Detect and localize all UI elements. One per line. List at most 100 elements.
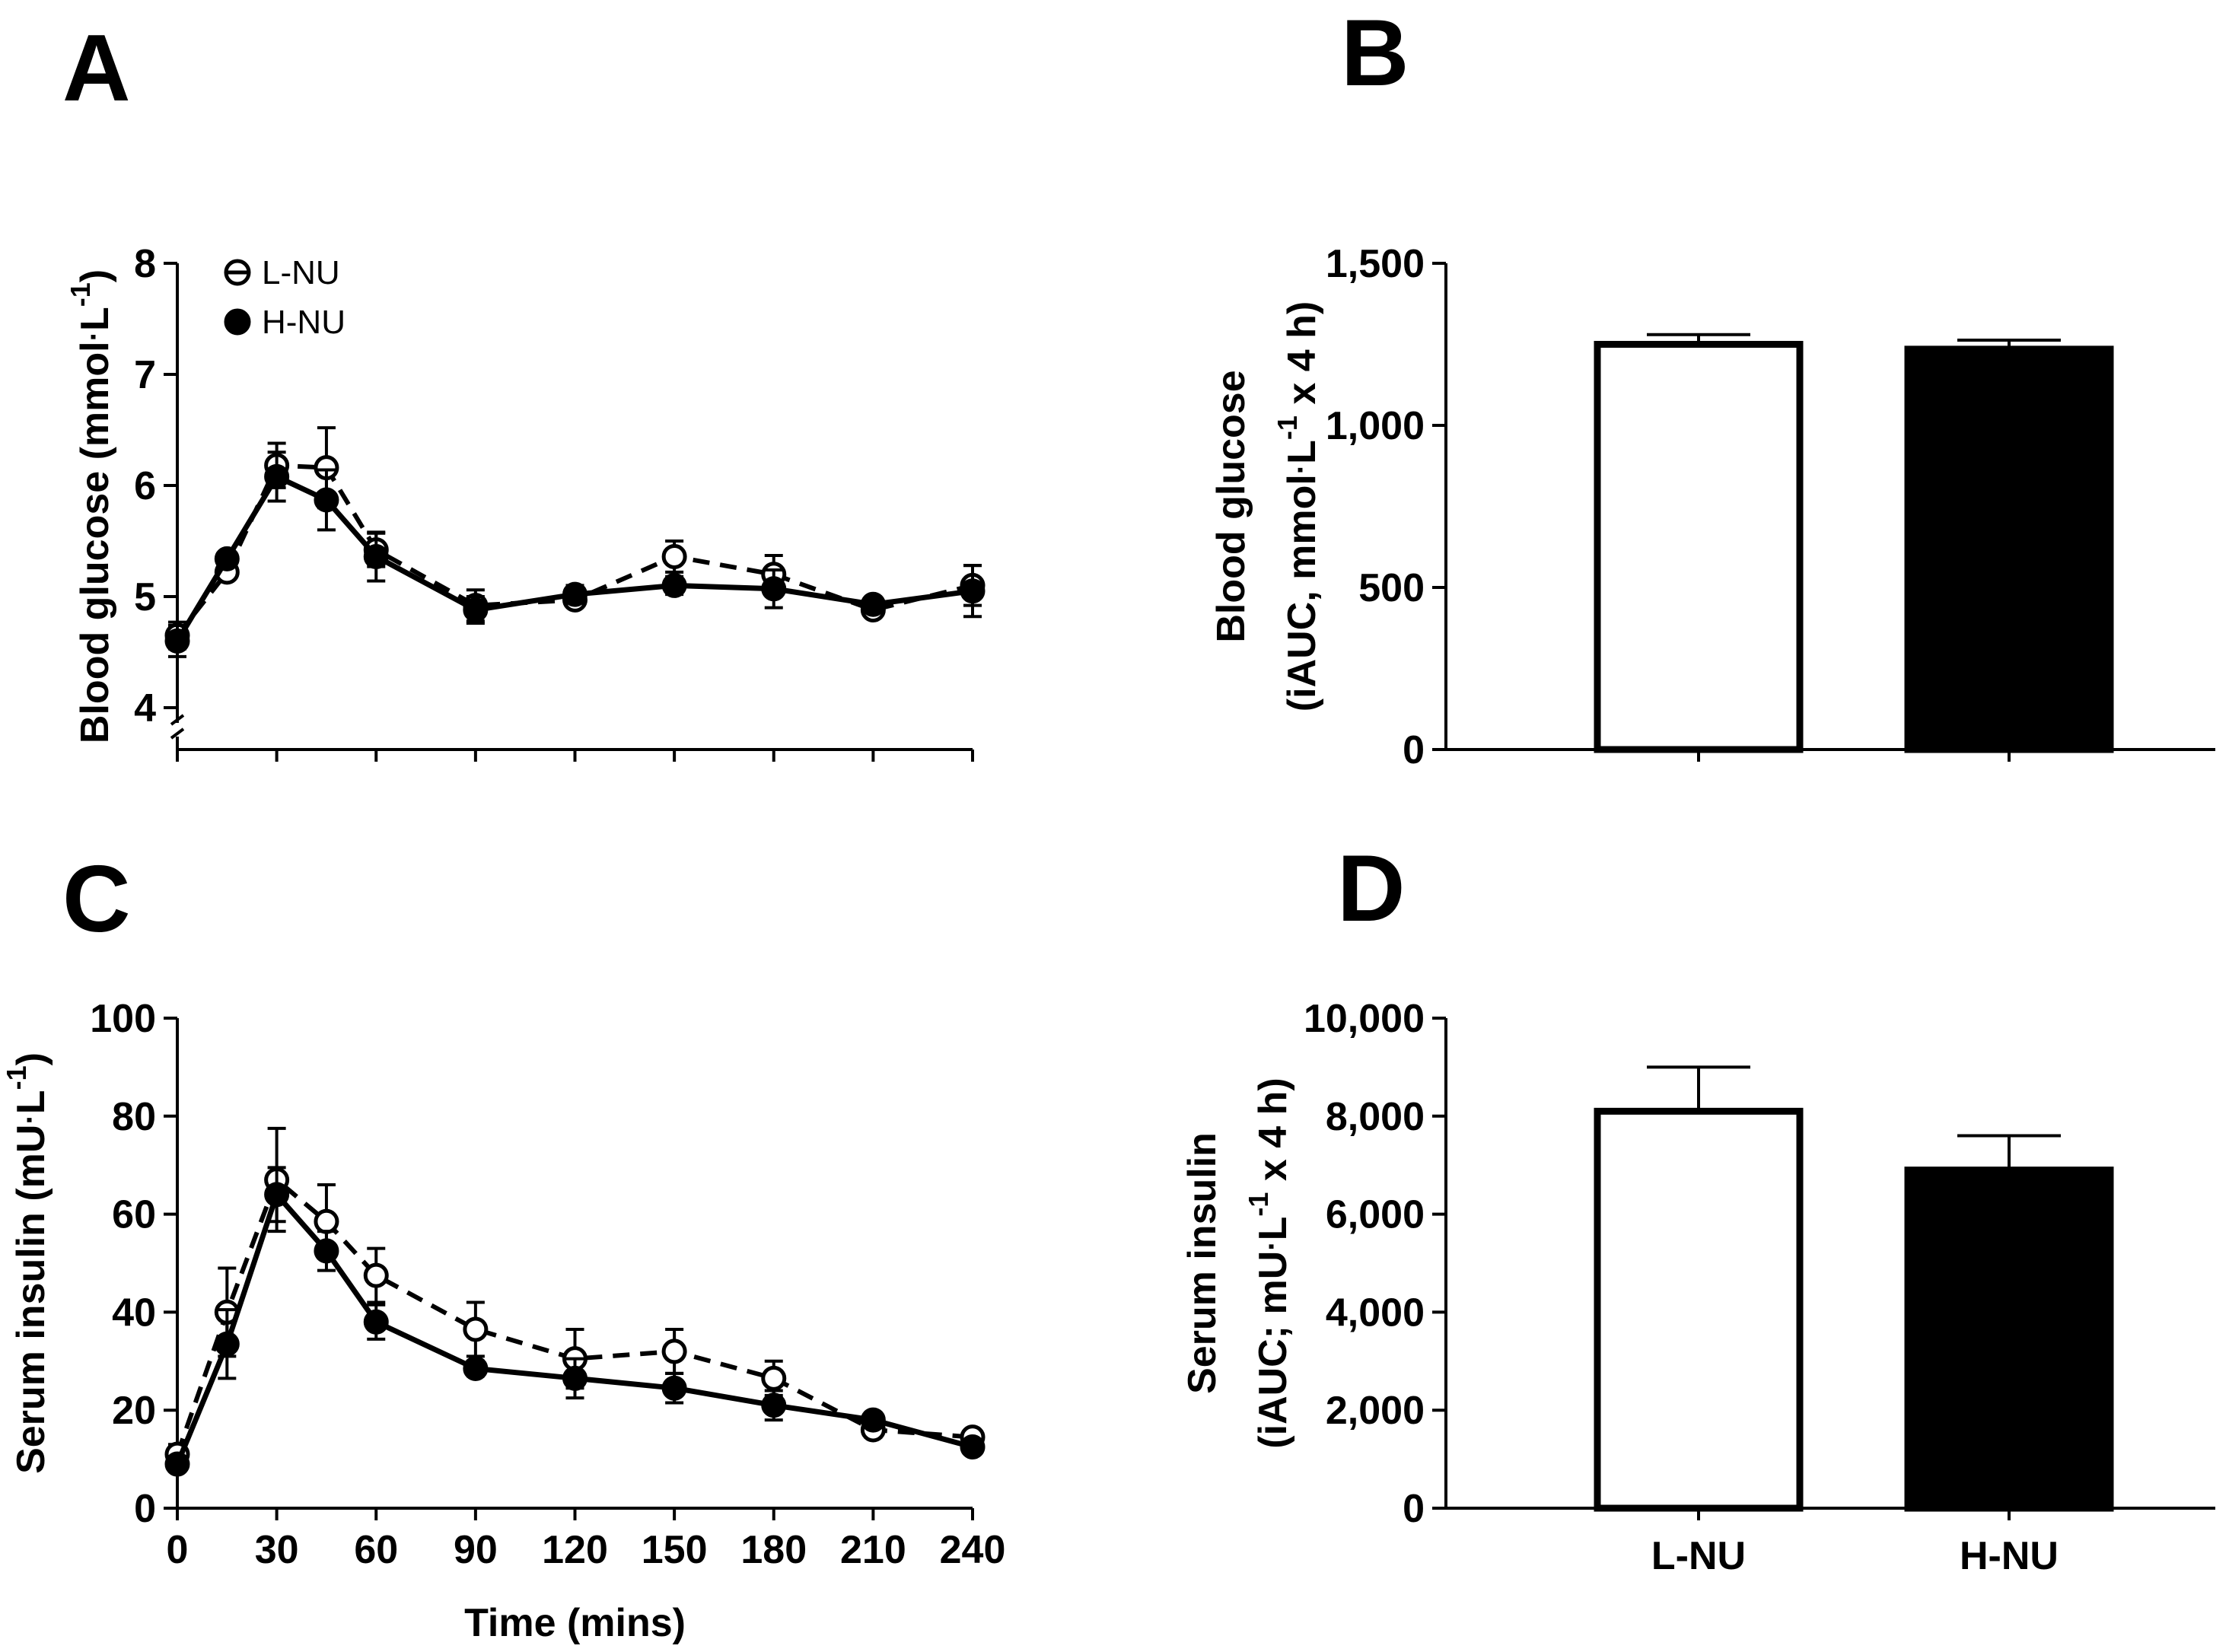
panel-a-point-h-nu-10 (960, 578, 986, 604)
panel-a-y-axis-title-main: Blood glucose (mmol (73, 341, 117, 743)
panel-c-y-tick-label-3: 60 (112, 1193, 156, 1237)
panel-c-x-tick-label-2: 60 (354, 1528, 398, 1572)
panel-b-blood-glucose-iauc: 0 500 1,000 1,500 Blood glucose (iAUC, mmol·L… (1209, 242, 2215, 772)
panel-d-y-tick-label-3: 6,000 (1326, 1193, 1425, 1237)
panel-c-y-axis-title-exp: -1 (1, 1065, 32, 1090)
panel-c-point-h-nu-4 (363, 1309, 389, 1335)
panel-c-point-h-nu-10 (960, 1434, 986, 1459)
panel-a-y-axis-title-unit: L (73, 307, 117, 331)
panel-b-y-tick-label-1: 500 (1358, 566, 1425, 610)
panel-b-y-axis-title-line2: (iAUC, mmol·L-1 x 4 h) (1272, 301, 1324, 711)
panel-c-point-h-nu-6 (562, 1365, 588, 1391)
panel-a-y-axis-title-dot: · (77, 331, 110, 341)
panel-a-point-l-nu-7 (661, 543, 687, 569)
panel-a-y-axis-title-exp: -1 (65, 282, 96, 307)
panel-c-y-tick-label-1: 20 (112, 1389, 156, 1433)
panel-d-y-tick-label-2: 4,000 (1326, 1291, 1425, 1335)
panel-b-y-axis-title-line2-b: L (1280, 440, 1324, 464)
panel-b-bar-l-nu (1594, 341, 1804, 753)
panel-c-y-tick-label-2: 40 (112, 1291, 156, 1335)
panel-a-point-h-nu-2 (264, 463, 290, 489)
panel-c-y-tick-label-0: 0 (134, 1487, 156, 1531)
panel-a-blood-glucose-timecourse: 4 5 6 7 8 Blood glucose (mmol·L-1) (65, 242, 986, 762)
panel-d-y-axis-title-line2-c: x 4 h) (1251, 1077, 1295, 1192)
legend-marker-h-nu (224, 308, 251, 336)
panel-a-point-h-nu-7 (661, 572, 687, 598)
panel-a-y-tick-label-4: 8 (134, 242, 156, 286)
panel-d-y-axis-title-line2-exp: -1 (1243, 1192, 1274, 1217)
panel-a-point-h-nu-6 (562, 581, 588, 607)
panel-c-point-h-nu-1 (214, 1331, 240, 1357)
panel-a-y-tick-label-0: 4 (134, 686, 156, 731)
panel-a-series-line-h-nu (175, 473, 973, 643)
panel-d-y-tick-label-5: 10,000 (1304, 997, 1425, 1041)
panel-c-point-l-nu-3 (314, 1208, 339, 1234)
panel-c-y-tick-label-4: 80 (112, 1095, 156, 1139)
panel-c-point-h-nu-9 (860, 1407, 886, 1433)
panel-c-point-l-nu-7 (661, 1338, 687, 1364)
panel-c-point-l-nu-5 (463, 1316, 489, 1342)
panel-c-x-tick-label-3: 90 (454, 1528, 498, 1572)
panel-a-axis-break-mark-2 (170, 727, 185, 740)
panel-c-point-h-nu-3 (314, 1238, 339, 1264)
panel-c-x-tick-label-8: 240 (940, 1528, 1006, 1572)
panel-a-y-axis-title: Blood glucose (mmol·L-1) (65, 269, 117, 743)
panel-a-series-line-l-nu (175, 463, 973, 637)
panel-c-y-axis-title-close: ) (9, 1052, 53, 1065)
panel-c-x-axis-title: Time (mins) (464, 1601, 686, 1645)
panel-a-point-h-nu-8 (761, 576, 787, 602)
panel-c-x-tick-label-6: 180 (740, 1528, 807, 1572)
panel-c-point-l-nu-8 (761, 1365, 787, 1391)
panel-c-point-h-nu-2 (264, 1182, 290, 1208)
panel-a-point-h-nu-3 (314, 487, 339, 513)
panel-c-y-axis-title-unit: L (9, 1090, 53, 1114)
panel-a-point-h-nu-0 (164, 628, 190, 654)
legend-label-h-nu: H-NU (262, 304, 345, 341)
panel-b-y-tick-label-3: 1,500 (1326, 242, 1425, 286)
legend-label-l-nu: L-NU (262, 254, 340, 291)
panel-letter-c: C (62, 847, 131, 952)
panel-a-y-tick-label-1: 5 (134, 575, 156, 619)
panel-d-y-axis-title-line1: Serum insulin (1180, 1132, 1224, 1394)
panel-c-y-axis-title-main: Serum insulin (mU (9, 1125, 53, 1474)
panel-b-y-axis-title-line2-dot: · (1284, 464, 1317, 474)
panel-c-y-tick-label-5: 100 (90, 997, 156, 1041)
panel-a-axis-break-mark-1 (170, 714, 185, 726)
panel-c-y-axis-title: Serum insulin (mU·L-1) (1, 1052, 53, 1474)
panel-d-y-axis-title-line2-dot: · (1255, 1240, 1288, 1250)
panel-a-point-h-nu-5 (463, 597, 489, 623)
panel-b-y-axis-title-line1: Blood glucose (1209, 370, 1253, 642)
panel-b-y-axis-title-line2-c: x 4 h) (1280, 301, 1324, 415)
panel-c-point-l-nu-4 (363, 1262, 389, 1288)
panel-a-y-tick-label-2: 6 (134, 464, 156, 508)
panel-c-x-tick-label-0: 0 (167, 1528, 189, 1572)
panel-d-x-tick-label-h-nu: H-NU (1960, 1534, 2059, 1578)
panel-c-point-h-nu-7 (661, 1375, 687, 1401)
panel-letter-d: D (1337, 836, 1406, 941)
panel-a-point-h-nu-1 (214, 546, 240, 571)
panel-d-bar-l-nu (1594, 1107, 1804, 1512)
legend: L-NU H-NU (224, 254, 345, 341)
panel-letter-b: B (1341, 1, 1409, 106)
panel-a-y-tick-label-3: 7 (134, 353, 156, 397)
panel-c-series-line-l-nu (175, 1176, 973, 1456)
panel-c-point-h-nu-5 (463, 1355, 489, 1381)
panel-b-y-tick-label-0: 0 (1403, 728, 1425, 772)
panel-b-bar-h-nu (1904, 345, 2114, 753)
panel-c-x-tick-label-1: 30 (255, 1528, 299, 1572)
panel-c-point-h-nu-8 (761, 1393, 787, 1418)
panel-d-y-tick-label-4: 8,000 (1326, 1095, 1425, 1139)
panel-d-y-axis-title-line2-b: L (1251, 1217, 1295, 1241)
panel-b-y-axis-title-line2-exp: -1 (1272, 415, 1303, 440)
panel-d-y-axis-title-line2-a: (iAUC; mU (1251, 1251, 1295, 1449)
panel-d-y-axis-title-line2: (iAUC; mU·L-1 x 4 h) (1243, 1077, 1295, 1448)
panel-c-x-tick-label-7: 210 (840, 1528, 906, 1572)
panel-a-y-axis-title-close: ) (73, 269, 117, 282)
panel-letter-a: A (62, 16, 131, 121)
panel-a-point-h-nu-9 (860, 591, 886, 617)
panel-b-y-axis-title-line2-a: (iAUC, mmol (1280, 474, 1324, 711)
panel-d-y-tick-label-0: 0 (1403, 1487, 1425, 1531)
panel-a-point-h-nu-4 (363, 543, 389, 569)
panel-c-x-tick-label-4: 120 (542, 1528, 608, 1572)
